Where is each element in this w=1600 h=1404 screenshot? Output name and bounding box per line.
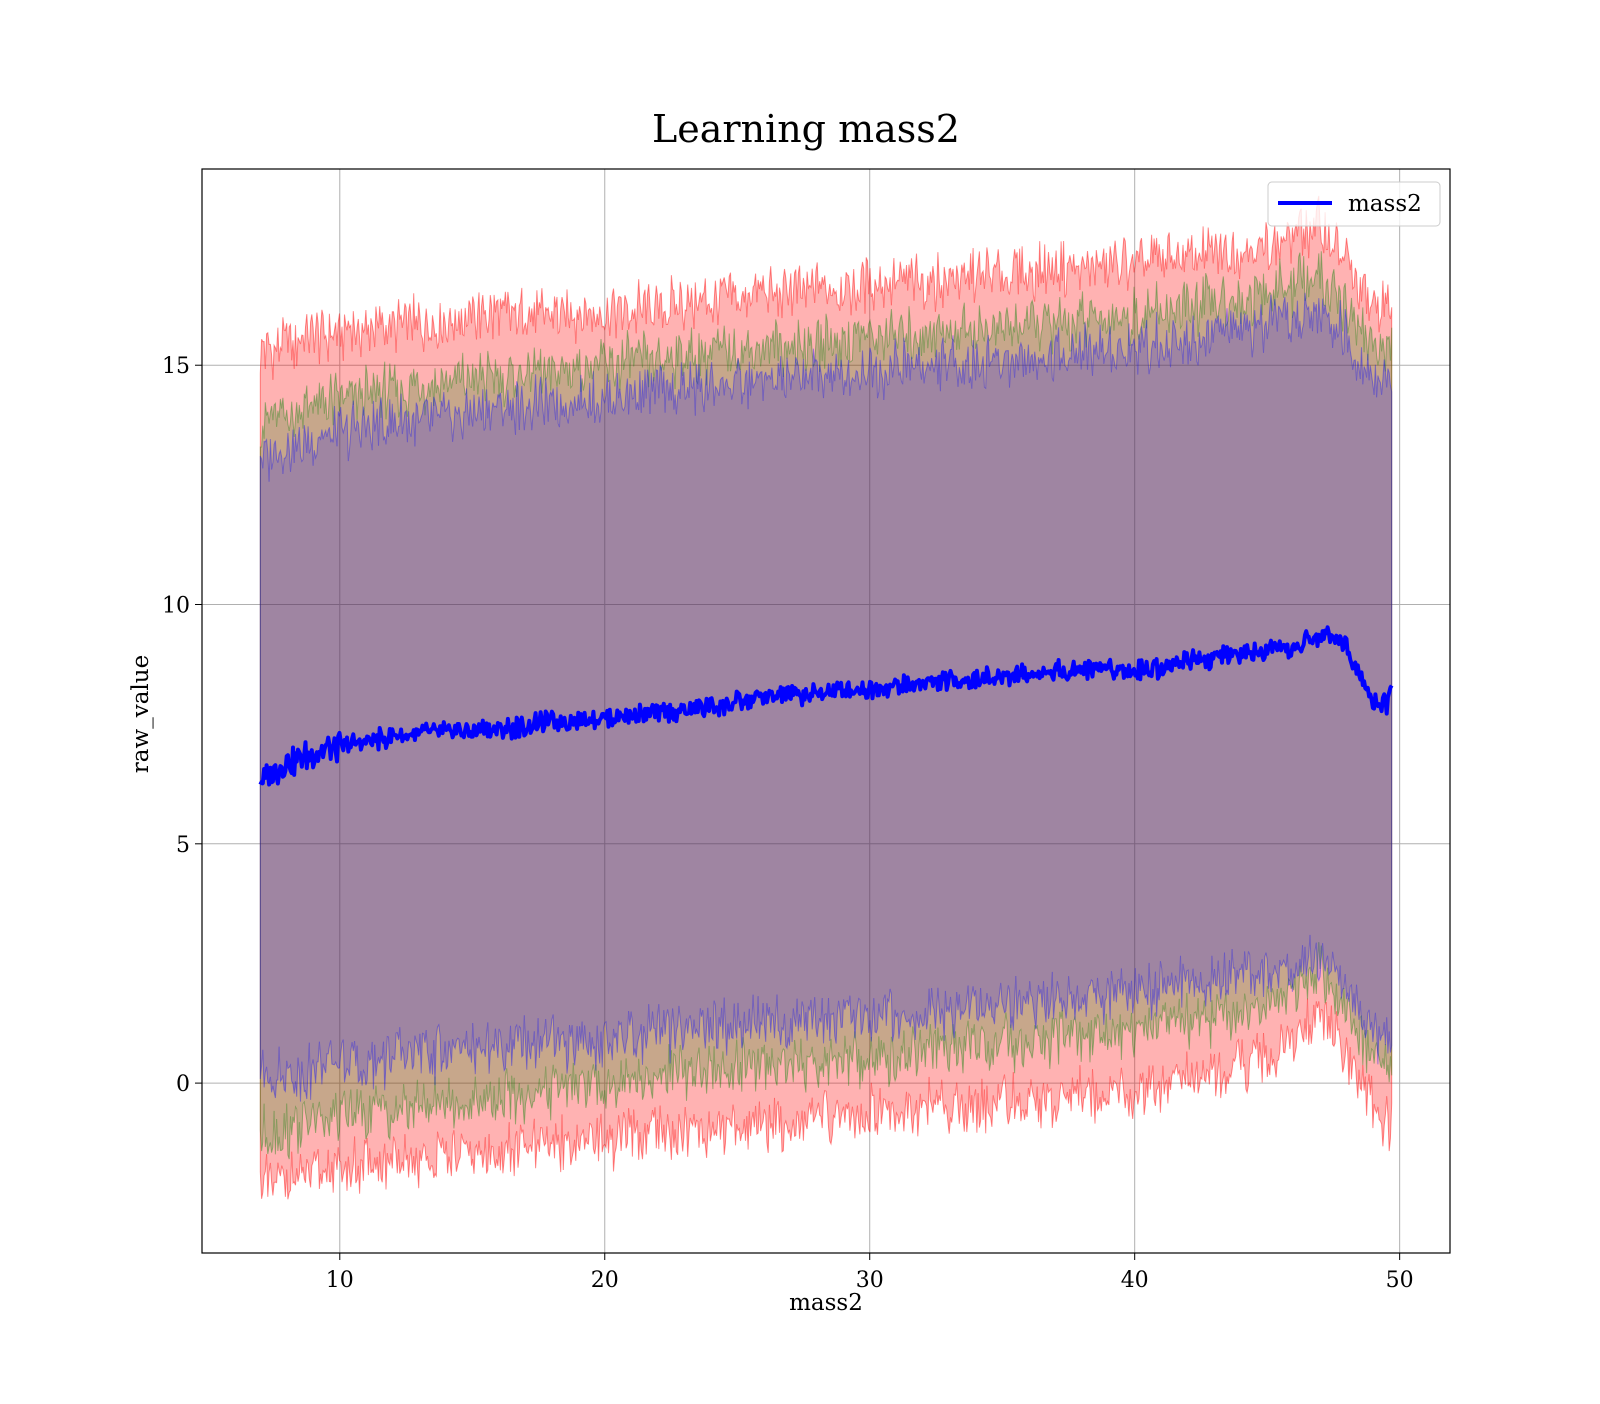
x-tick-label: 20 — [591, 1268, 619, 1293]
legend-label: mass2 — [1348, 191, 1422, 217]
legend-box — [1267, 181, 1441, 227]
bands-group — [259, 195, 1393, 1200]
y-tick-label: 15 — [162, 354, 190, 379]
y-axis-label: raw_value — [128, 655, 154, 773]
y-tick-label: 5 — [176, 833, 190, 858]
x-tick-label: 50 — [1386, 1268, 1414, 1293]
x-tick-label: 40 — [1121, 1268, 1149, 1293]
x-axis-label: mass2 — [789, 1290, 863, 1316]
axes-frame — [201, 168, 1451, 1254]
confidence-band — [259, 195, 1393, 1200]
confidence-band — [259, 251, 1393, 1160]
x-tick-label: 30 — [856, 1268, 884, 1293]
series-line-mass2 — [258, 625, 1394, 787]
legend: mass2 — [1267, 181, 1441, 227]
chart-title: Learning mass2 — [652, 107, 960, 151]
confidence-band — [259, 292, 1393, 1102]
plot-area: 10 20 30 40 50 0 5 10 15 — [162, 168, 1451, 1293]
y-tick-label: 10 — [162, 594, 190, 619]
y-tick-label: 0 — [176, 1072, 190, 1097]
x-tick-label: 10 — [326, 1268, 354, 1293]
